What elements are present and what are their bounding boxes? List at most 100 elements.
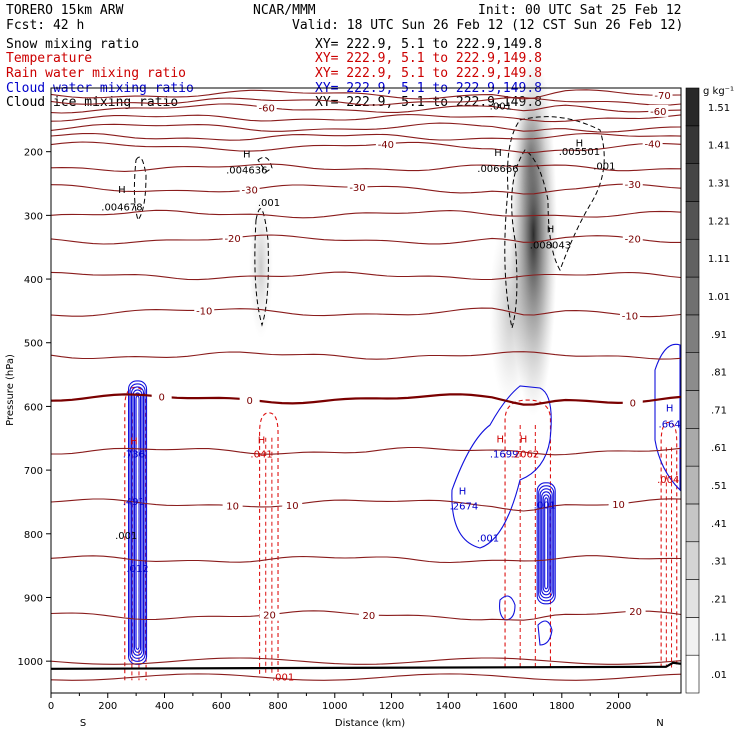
isotherm-label: -20 <box>224 234 240 245</box>
colorbar-label: .41 <box>711 519 727 530</box>
cloud-ice-contours <box>133 116 605 329</box>
y-tick-label: 500 <box>24 339 43 350</box>
colorbar-label: .81 <box>711 368 727 379</box>
isotherm-label-bg <box>622 396 643 409</box>
colorbar-unit: g kg⁻¹ <box>703 86 734 97</box>
isotherm--20 <box>50 234 681 245</box>
colorbar-swatch <box>685 314 700 353</box>
cloud-ice-contour <box>504 116 605 329</box>
isotherm-label: -30 <box>349 183 365 194</box>
isotherm-lines: -70 -60 -60 -40 -40 -30 -30 -30 -20 -20 -10 -10 0 0 0 1… <box>50 89 682 681</box>
isotherm--10 <box>50 307 682 318</box>
isotherm-label-bg <box>239 393 260 406</box>
extrema-label: H <box>494 148 502 159</box>
isotherm-intermediate <box>50 555 682 564</box>
colorbar-label: .61 <box>711 443 727 454</box>
south-label: S <box>80 718 86 729</box>
x-tick-label: 1400 <box>436 701 461 712</box>
x-tick-label: 600 <box>212 701 231 712</box>
colorbar-label: 1.41 <box>708 141 730 152</box>
extrema-label: .012 <box>126 564 148 575</box>
x-tick-label: 1800 <box>549 701 574 712</box>
extrema-label: .001 <box>534 500 556 511</box>
colorbar-swatch <box>685 428 700 467</box>
x-axis: 0 200 400 600 800 1000 1200 1400 1600 1800 2000 <box>48 693 648 712</box>
extrema-label: .041 <box>250 449 272 460</box>
colorbar-swatch <box>685 352 700 391</box>
isotherm-label-bg <box>622 178 643 191</box>
isotherm-label: 0 <box>158 393 164 404</box>
colorbar-swatch <box>685 201 700 240</box>
rain-contour <box>504 399 552 668</box>
x-tick-label: 1600 <box>492 701 517 712</box>
extrema-label: .001 <box>272 672 294 683</box>
cloud-water-contour <box>538 485 555 602</box>
isotherm-intermediate <box>50 351 682 360</box>
isotherm-lower <box>50 673 682 681</box>
cloud-water-outline <box>499 595 516 621</box>
isotherm-label-bg <box>222 499 243 512</box>
isotherm-label-bg <box>608 497 629 510</box>
isotherm-label: -10 <box>622 312 638 323</box>
cloud-water-contour <box>132 389 143 656</box>
isotherm-label: -40 <box>378 140 394 151</box>
colorbar-label: 1.11 <box>708 254 730 265</box>
colorbar-swatch <box>685 87 700 127</box>
cloud-water-contour <box>541 491 552 596</box>
extrema-label: H <box>520 435 528 446</box>
isotherm-label-bg <box>642 137 663 150</box>
colorbar-label: .11 <box>711 632 727 643</box>
plot-border <box>50 87 682 694</box>
colorbar-label: .71 <box>711 405 727 416</box>
snow-shading <box>249 52 558 416</box>
isotherm-label-bg <box>652 89 673 102</box>
cloud-ice-contour <box>257 156 273 173</box>
y-tick-label: 800 <box>24 530 43 541</box>
cloud-water-contours <box>128 343 681 665</box>
isotherm-label-bg <box>239 183 260 196</box>
extrema-label: .004678 <box>101 202 142 213</box>
colorbar-swatch <box>685 617 700 656</box>
extrema-labels: H.004678H.004636.001H.006666H.008043H.00… <box>101 102 681 684</box>
isotherm-label: 10 <box>286 501 299 512</box>
isotherm-label: 0 <box>246 396 252 407</box>
isotherm-label-bg <box>619 309 640 322</box>
extrema-label: .004636 <box>226 165 267 176</box>
extrema-label: .664 <box>659 419 681 430</box>
valid-time: Valid: 18 UTC Sun 26 Feb 12 (12 CST Sun … <box>292 18 683 33</box>
x-tick-label: 800 <box>268 701 287 712</box>
isotherm-label: -20 <box>625 234 641 245</box>
x-tick-label: 400 <box>155 701 174 712</box>
extrema-label: .2674 <box>450 502 479 513</box>
extrema-label: .1699 <box>490 449 519 460</box>
org-title: NCAR/MMM <box>253 3 316 18</box>
isotherm-intermediate <box>50 132 682 141</box>
isotherm-label-bg <box>375 137 396 150</box>
isotherm-label: 10 <box>612 500 625 511</box>
isotherm-intermediate <box>51 446 682 456</box>
colorbar-swatch <box>685 654 700 694</box>
isotherm-label-bg <box>151 390 172 403</box>
isotherm-label-bg <box>358 609 379 622</box>
colorbar-swatch <box>685 503 700 543</box>
model-title: TORERO 15km ARW <box>6 3 124 18</box>
extrema-label: .491 <box>123 497 145 508</box>
rain-contour <box>259 412 279 674</box>
cloud-water-contour <box>135 395 140 650</box>
isotherm-label-bg <box>194 304 215 317</box>
cloud-water-contour <box>134 392 142 653</box>
colorbar-label: .51 <box>711 481 727 492</box>
colorbar-label: .01 <box>711 670 727 681</box>
isotherm-intermediate <box>50 163 682 172</box>
isotherm-label: 20 <box>263 611 276 622</box>
isotherm-intermediate <box>50 271 682 281</box>
cloud-water-outline <box>654 343 681 492</box>
cloud-water-contour <box>128 380 148 665</box>
ground-surface <box>50 661 682 670</box>
isotherm--60 <box>50 103 682 114</box>
isotherm-label: -10 <box>196 306 212 317</box>
colorbar: .01 .11 .21 .31 .41 .51 .61 .71 .81 .91 1.01 1.11 1.… <box>685 87 730 694</box>
cloud-water-contour <box>544 497 549 590</box>
snow-blob <box>515 91 546 225</box>
extrema-label: H <box>243 149 251 160</box>
